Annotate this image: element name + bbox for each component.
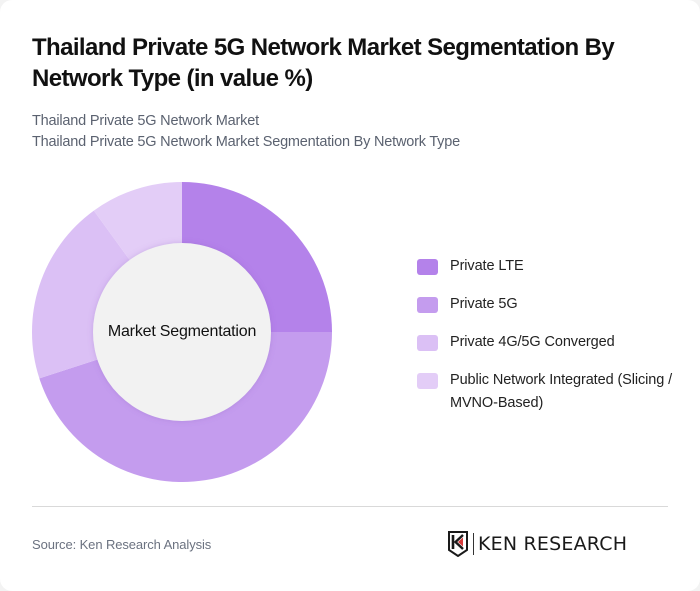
legend-label: Private LTE: [450, 258, 524, 274]
chart-title: Thailand Private 5G Network Market Segme…: [32, 34, 615, 92]
ken-research-logo-icon: [448, 531, 468, 557]
source-note: Source: Ken Research Analysis: [32, 537, 212, 552]
legend-swatch-private-lte: [417, 259, 438, 275]
donut-slice-private-5g[interactable]: [39, 332, 332, 482]
donut-slice-public-network-integrated[interactable]: [93, 182, 182, 261]
ken-research-logo-text: KEN RESEARCH: [478, 533, 628, 555]
legend-label: Private 4G/5G Converged: [450, 334, 615, 350]
donut-chart-svg: [31, 182, 332, 482]
legend-label: Private 5G: [450, 296, 518, 312]
legend-item-private-lte[interactable]: Private LTE: [417, 255, 677, 278]
chart-legend: Private LTE Private 5G Private 4G/5G Con…: [417, 255, 677, 415]
ken-research-logo: KEN RESEARCH: [447, 530, 627, 558]
donut-slice-private-lte[interactable]: [182, 182, 332, 332]
legend-item-private-5g[interactable]: Private 5G: [417, 293, 677, 316]
legend-item-private-4g-5g-converged[interactable]: Private 4G/5G Converged: [417, 331, 677, 354]
legend-swatch-private-5g: [417, 297, 438, 313]
legend-swatch-private-4g-5g-converged: [417, 335, 438, 351]
chart-subtitle-segmentation: Thailand Private 5G Network Market Segme…: [32, 134, 460, 150]
logo-separator: [473, 533, 474, 555]
donut-slice-private-4g-5g-converged[interactable]: [31, 210, 131, 379]
chart-subtitle-market: Thailand Private 5G Network Market: [32, 113, 259, 129]
legend-swatch-public-network-integrated: [417, 373, 438, 389]
donut-chart: Market Segmentation: [31, 181, 333, 483]
donut-hole: [93, 243, 271, 421]
legend-label: Public Network Integrated (Slicing / MVN…: [450, 372, 673, 411]
legend-item-public-network-integrated[interactable]: Public Network Integrated (Slicing / MVN…: [417, 369, 677, 415]
footer-divider: [32, 506, 668, 507]
